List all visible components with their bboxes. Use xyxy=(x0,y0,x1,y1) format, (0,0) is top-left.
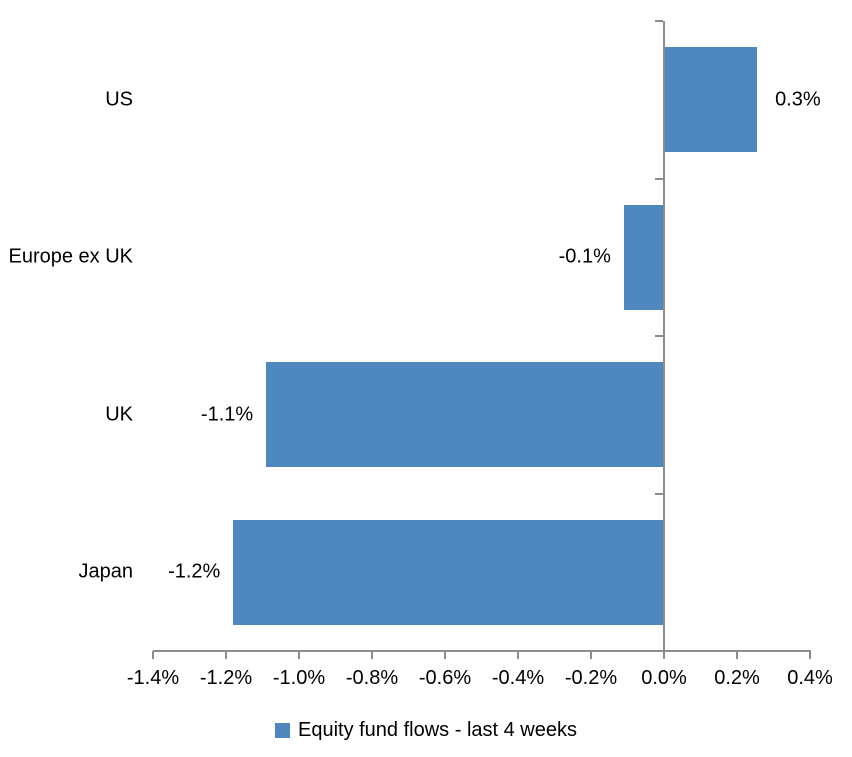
category-axis-tick xyxy=(655,177,663,180)
x-axis-tick-label: -1.2% xyxy=(199,667,253,689)
data-label-us: 0.3% xyxy=(775,88,821,111)
x-axis-tick-label: -0.8% xyxy=(345,667,399,689)
category-label-japan: Japan xyxy=(78,560,134,583)
legend-label: Equity fund flows - last 4 weeks xyxy=(297,719,577,741)
x-axis-tick xyxy=(663,651,665,659)
x-axis-tick-label: -1.0% xyxy=(272,667,326,689)
x-axis-tick xyxy=(517,651,519,659)
x-axis-tick xyxy=(225,651,227,659)
category-axis-tick xyxy=(655,20,663,22)
data-label-uk: -1.1% xyxy=(200,403,254,426)
x-axis-tick-label: 0.4% xyxy=(787,667,833,689)
x-axis-tick xyxy=(152,651,154,659)
zero-axis-line xyxy=(663,21,665,659)
legend-swatch-icon xyxy=(274,723,290,738)
x-axis-tick-label: -1.4% xyxy=(126,667,180,689)
x-axis-tick xyxy=(736,651,738,659)
data-label-japan: -1.2% xyxy=(168,560,221,583)
x-axis-tick xyxy=(444,651,446,659)
category-axis-tick xyxy=(655,335,663,337)
legend: Equity fund flows - last 4 weeks xyxy=(0,719,852,742)
category-axis-tick xyxy=(655,650,663,652)
category-label-europe-ex-uk: Europe ex UK xyxy=(8,245,133,268)
bar-us xyxy=(664,47,758,153)
x-axis-tick-label: -0.2% xyxy=(564,667,618,689)
x-axis-tick xyxy=(371,651,373,659)
bar-europe-ex-uk xyxy=(623,204,664,310)
x-axis-tick-label: 0.0% xyxy=(641,667,687,689)
bar-uk xyxy=(266,362,664,468)
category-label-uk: UK xyxy=(105,403,133,426)
x-axis-line xyxy=(153,650,811,652)
category-label-us: US xyxy=(105,88,133,111)
bar-japan xyxy=(233,519,664,625)
x-axis-tick-label: -0.4% xyxy=(491,667,545,689)
x-axis-tick xyxy=(590,651,592,659)
x-axis-tick xyxy=(809,651,811,659)
data-label-europe-ex-uk: -0.1% xyxy=(558,245,611,268)
x-axis-tick-label: -0.6% xyxy=(418,667,472,689)
category-axis-tick xyxy=(655,492,663,495)
x-axis-tick xyxy=(298,651,300,659)
x-axis-tick-label: 0.2% xyxy=(714,667,760,689)
